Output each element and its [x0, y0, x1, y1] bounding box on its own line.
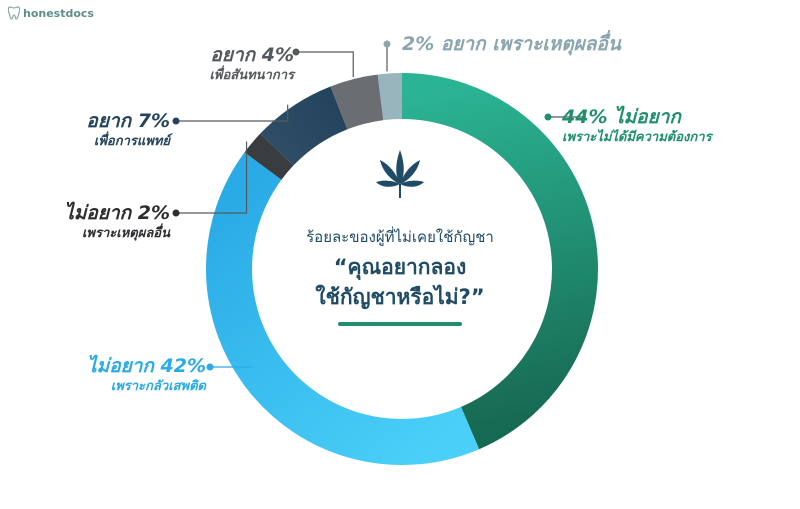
donut-segment-other-reason-no	[244, 133, 294, 180]
label-main: ไม่อยาก 2%	[64, 202, 170, 224]
label-sub: เพื่อการแพทย์	[93, 134, 170, 149]
chart-title-line2: ใช้กัญชาหรือไม่?”	[315, 285, 485, 309]
label-not-want-no-need: 44% ไม่อยาก เพราะไม่ได้มีความต้องการ	[562, 105, 712, 147]
label-want-recreation: อยาก 4% เพื่อสันทนาการ	[209, 43, 294, 85]
leader-dot-other-reason-no	[172, 209, 180, 217]
label-want-other: 2% อยาก เพราะเหตุผลอื่น	[402, 32, 621, 56]
chart-title-line1: “คุณอยากลอง	[333, 255, 467, 279]
label-main: อยาก 4%	[210, 44, 294, 66]
label-main: ไม่อยาก 42%	[87, 355, 206, 377]
leader-dot-no-need	[544, 113, 552, 121]
donut-segment-medical	[260, 86, 348, 166]
donut-segment-no-need	[401, 73, 598, 450]
label-sub: เพื่อสันทนาการ	[209, 68, 294, 83]
label-sub: เพราะเหตุผลอื่น	[81, 226, 170, 241]
leader-line-recreation	[296, 51, 354, 78]
leader-dot-addiction	[206, 363, 214, 371]
donut-segment-addiction	[206, 152, 480, 465]
brand-logo[interactable]: honestdocs	[8, 6, 94, 20]
brand-name: honestdocs	[23, 6, 94, 20]
leader-dot-recreation	[292, 48, 300, 56]
leader-dot-medical	[172, 117, 180, 125]
chart-subtitle: ร้อยละของผู้ที่ไม่เคยใช้กัญชา	[306, 228, 494, 246]
label-main: 44% ไม่อยาก	[562, 106, 681, 128]
label-not-want-other: ไม่อยาก 2% เพราะเหตุผลอื่น	[64, 201, 170, 243]
chart-title: “คุณอยากลอง ใช้กัญชาหรือไม่?”	[280, 252, 520, 312]
donut-segment-recreation	[330, 74, 385, 130]
tooth-logo-icon	[8, 6, 20, 20]
leader-dot-other-reason-yes	[383, 40, 391, 48]
donut-segment-other-reason-yes	[377, 73, 403, 121]
label-sub: เพราะไม่ได้มีความต้องการ	[562, 130, 712, 145]
leader-line-medical	[176, 104, 289, 122]
label-sub: เพราะกลัวเสพติด	[110, 379, 206, 394]
leader-line-other-reason-no	[176, 141, 248, 214]
label-want-medical: อยาก 7% เพื่อการแพทย์	[86, 109, 170, 151]
label-main: 2% อยาก เพราะเหตุผลอื่น	[402, 33, 621, 55]
label-not-want-addiction: ไม่อยาก 42% เพราะกลัวเสพติด	[87, 354, 206, 396]
title-underline	[338, 322, 462, 326]
cannabis-leaf-icon	[376, 150, 424, 198]
label-main: อยาก 7%	[86, 110, 170, 132]
